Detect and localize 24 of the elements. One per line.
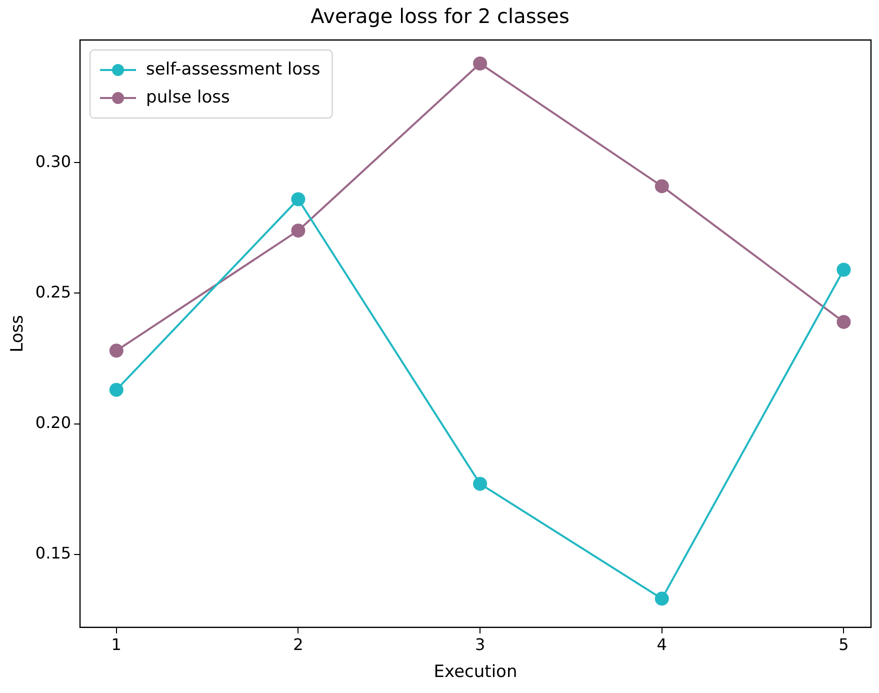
legend-label: self-assessment loss <box>146 59 320 80</box>
chart-title: Average loss for 2 classes <box>310 4 570 28</box>
point <box>109 344 124 358</box>
y-axis-title: Loss <box>8 314 28 352</box>
point <box>836 262 851 277</box>
y-tick-label: 0.20 <box>35 412 72 432</box>
legend-label: pulse loss <box>146 87 230 108</box>
y-tick-label: 0.25 <box>35 282 72 302</box>
x-tick-label: 2 <box>293 635 304 654</box>
point <box>473 476 488 491</box>
x-tick-label: 3 <box>474 635 486 654</box>
point <box>291 192 306 206</box>
point <box>836 314 851 329</box>
x-axis-title: Execution <box>434 662 518 682</box>
point <box>473 56 488 70</box>
y-tick-label: 0.30 <box>35 152 72 171</box>
point <box>654 592 669 606</box>
x-tick-label: 4 <box>656 635 667 654</box>
point <box>109 382 124 397</box>
x-tick-label: 5 <box>838 635 849 654</box>
point <box>291 224 306 238</box>
x-tick-label: 1 <box>111 635 122 654</box>
point <box>654 179 669 194</box>
y-tick-label: 0.15 <box>35 543 72 562</box>
